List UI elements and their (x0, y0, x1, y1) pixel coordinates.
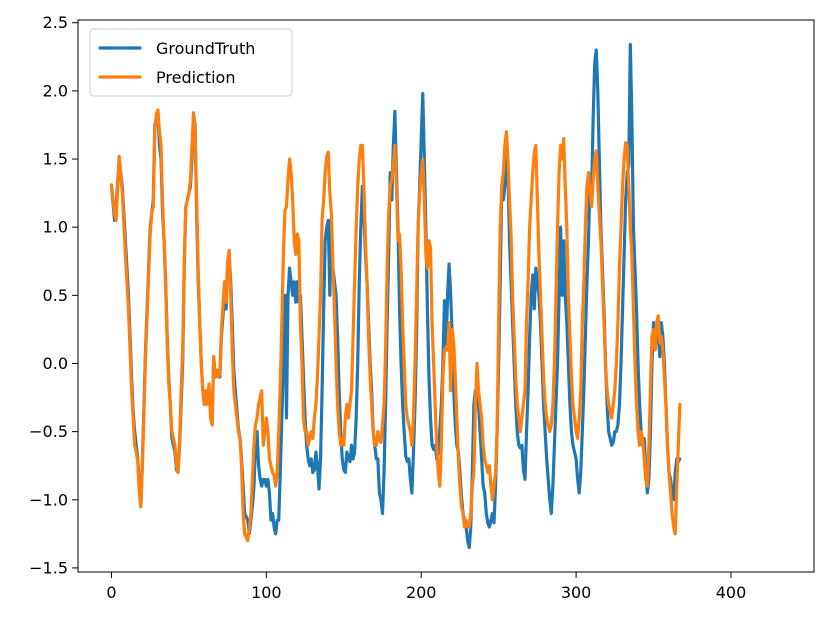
legend-label-groundtruth: GroundTruth (156, 39, 255, 58)
y-tick-label: 1.0 (43, 218, 68, 237)
x-tick-label: 0 (106, 583, 116, 602)
series-layer (109, 42, 682, 550)
x-tick-label: 300 (561, 583, 592, 602)
x-tick-label: 400 (716, 583, 747, 602)
y-tick-label: 1.5 (43, 150, 68, 169)
x-tick-label: 200 (406, 583, 437, 602)
legend: GroundTruth Prediction (89, 28, 293, 97)
axes-frame (77, 19, 815, 573)
y-tick-label: 0.5 (43, 286, 68, 305)
legend-box (89, 28, 293, 97)
y-tick-label: −1.0 (29, 490, 68, 509)
x-axis: 0 100 200 300 400 (106, 572, 746, 602)
series-line-prediction (109, 108, 682, 543)
y-tick-label: 0.0 (43, 354, 68, 373)
y-tick-label: 2.5 (43, 13, 68, 32)
y-axis: −1.5 −1.0 −0.5 0.0 0.5 1.0 1.5 2.0 2.5 (29, 13, 78, 577)
y-tick-label: −0.5 (29, 422, 68, 441)
y-tick-label: −1.5 (29, 558, 68, 577)
legend-label-prediction: Prediction (156, 68, 235, 87)
y-tick-label: 2.0 (43, 81, 68, 100)
x-tick-label: 100 (251, 583, 282, 602)
